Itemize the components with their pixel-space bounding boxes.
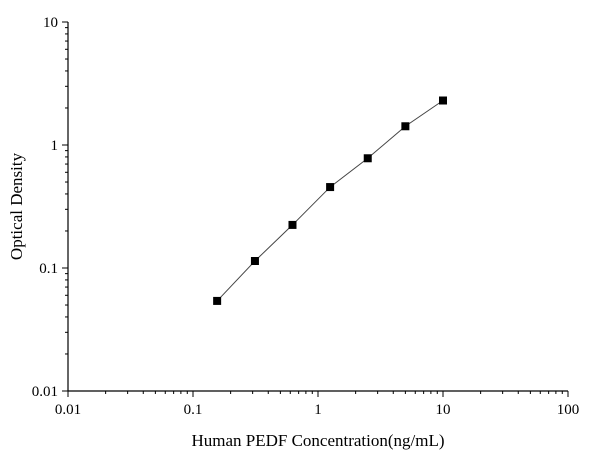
y-tick-label: 0.01 xyxy=(32,384,58,400)
x-axis-title: Human PEDF Concentration(ng/mL) xyxy=(191,431,444,450)
x-tick-label: 100 xyxy=(557,402,580,418)
y-tick-label: 1 xyxy=(51,138,59,154)
data-point-marker xyxy=(213,296,222,305)
data-point-marker xyxy=(401,122,410,131)
y-axis-title: Optical Density xyxy=(7,152,26,260)
data-series xyxy=(213,96,447,305)
x-tick-label: 10 xyxy=(436,402,451,418)
x-tick-label: 0.1 xyxy=(184,402,203,418)
axes xyxy=(67,22,568,392)
data-point-marker xyxy=(326,183,335,192)
y-tick-label: 10 xyxy=(43,15,58,31)
x-tick-label: 0.01 xyxy=(55,402,81,418)
y-axis-ticks: 0.01 0.1 1 10 xyxy=(32,15,68,400)
data-point-marker xyxy=(288,220,297,229)
data-point-marker xyxy=(439,96,447,105)
x-axis-ticks: 0.01 0.1 1 10 100 xyxy=(55,391,579,418)
y-tick-label: 0.1 xyxy=(39,261,58,277)
x-tick-label: 1 xyxy=(314,402,322,418)
data-point-marker xyxy=(363,154,372,163)
data-point-marker xyxy=(250,257,259,266)
series-line xyxy=(216,100,444,302)
